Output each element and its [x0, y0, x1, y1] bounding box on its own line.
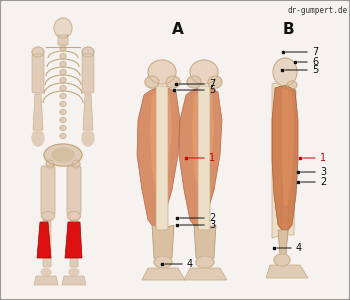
- Polygon shape: [179, 88, 222, 230]
- FancyBboxPatch shape: [41, 166, 55, 215]
- Text: 5: 5: [312, 65, 318, 75]
- Text: 3: 3: [209, 220, 215, 230]
- Ellipse shape: [72, 160, 80, 168]
- Text: 6: 6: [312, 57, 318, 67]
- Polygon shape: [266, 265, 308, 278]
- FancyBboxPatch shape: [32, 54, 44, 93]
- Ellipse shape: [60, 46, 66, 50]
- Ellipse shape: [273, 58, 297, 86]
- Text: 1: 1: [209, 153, 215, 163]
- Ellipse shape: [60, 118, 66, 122]
- Ellipse shape: [69, 268, 79, 275]
- Ellipse shape: [166, 76, 180, 88]
- Polygon shape: [33, 94, 43, 130]
- Ellipse shape: [42, 212, 55, 220]
- Polygon shape: [272, 85, 298, 230]
- Ellipse shape: [208, 76, 222, 88]
- FancyBboxPatch shape: [156, 86, 168, 230]
- Ellipse shape: [145, 76, 159, 88]
- FancyBboxPatch shape: [58, 35, 68, 45]
- Ellipse shape: [60, 134, 66, 139]
- Ellipse shape: [60, 101, 66, 106]
- Ellipse shape: [60, 77, 66, 83]
- FancyBboxPatch shape: [70, 220, 78, 267]
- Ellipse shape: [82, 47, 94, 57]
- Polygon shape: [272, 82, 282, 238]
- Polygon shape: [37, 222, 51, 258]
- Ellipse shape: [60, 85, 66, 91]
- Ellipse shape: [154, 256, 172, 268]
- Polygon shape: [150, 91, 172, 200]
- Text: 1: 1: [320, 153, 326, 163]
- Ellipse shape: [32, 47, 44, 57]
- Polygon shape: [184, 268, 227, 280]
- Polygon shape: [34, 276, 58, 285]
- Ellipse shape: [32, 130, 44, 146]
- Polygon shape: [152, 225, 174, 258]
- Ellipse shape: [60, 61, 66, 67]
- Ellipse shape: [54, 18, 72, 38]
- FancyBboxPatch shape: [82, 54, 94, 93]
- Ellipse shape: [46, 160, 54, 168]
- Ellipse shape: [68, 212, 80, 220]
- Ellipse shape: [60, 110, 66, 115]
- Text: 7: 7: [312, 47, 318, 57]
- Polygon shape: [83, 94, 93, 130]
- Text: 3: 3: [320, 167, 326, 177]
- Polygon shape: [65, 222, 82, 258]
- FancyBboxPatch shape: [67, 166, 81, 215]
- Text: 2: 2: [209, 213, 215, 223]
- Ellipse shape: [190, 60, 218, 84]
- Text: A: A: [172, 22, 184, 37]
- Polygon shape: [288, 90, 296, 235]
- Ellipse shape: [60, 94, 66, 98]
- Polygon shape: [278, 230, 288, 255]
- Polygon shape: [137, 88, 180, 230]
- Ellipse shape: [60, 70, 66, 74]
- Ellipse shape: [60, 53, 66, 58]
- Text: 5: 5: [209, 85, 215, 95]
- Polygon shape: [142, 268, 185, 280]
- Polygon shape: [192, 91, 214, 200]
- Polygon shape: [282, 88, 294, 205]
- Text: 4: 4: [296, 243, 302, 253]
- Ellipse shape: [274, 254, 290, 266]
- Text: 2: 2: [320, 177, 326, 187]
- Ellipse shape: [82, 130, 94, 146]
- Ellipse shape: [287, 81, 297, 89]
- Text: dr-gumpert.de: dr-gumpert.de: [288, 6, 348, 15]
- Ellipse shape: [44, 144, 82, 166]
- Ellipse shape: [41, 268, 51, 275]
- FancyBboxPatch shape: [43, 220, 51, 267]
- Ellipse shape: [187, 76, 201, 88]
- FancyBboxPatch shape: [198, 86, 210, 230]
- Ellipse shape: [60, 125, 66, 130]
- Text: B: B: [282, 22, 294, 37]
- Text: 7: 7: [209, 79, 215, 89]
- Ellipse shape: [196, 256, 214, 268]
- Text: 4: 4: [187, 259, 193, 269]
- Polygon shape: [194, 225, 216, 258]
- Ellipse shape: [148, 60, 176, 84]
- Ellipse shape: [52, 148, 74, 162]
- Polygon shape: [62, 276, 86, 285]
